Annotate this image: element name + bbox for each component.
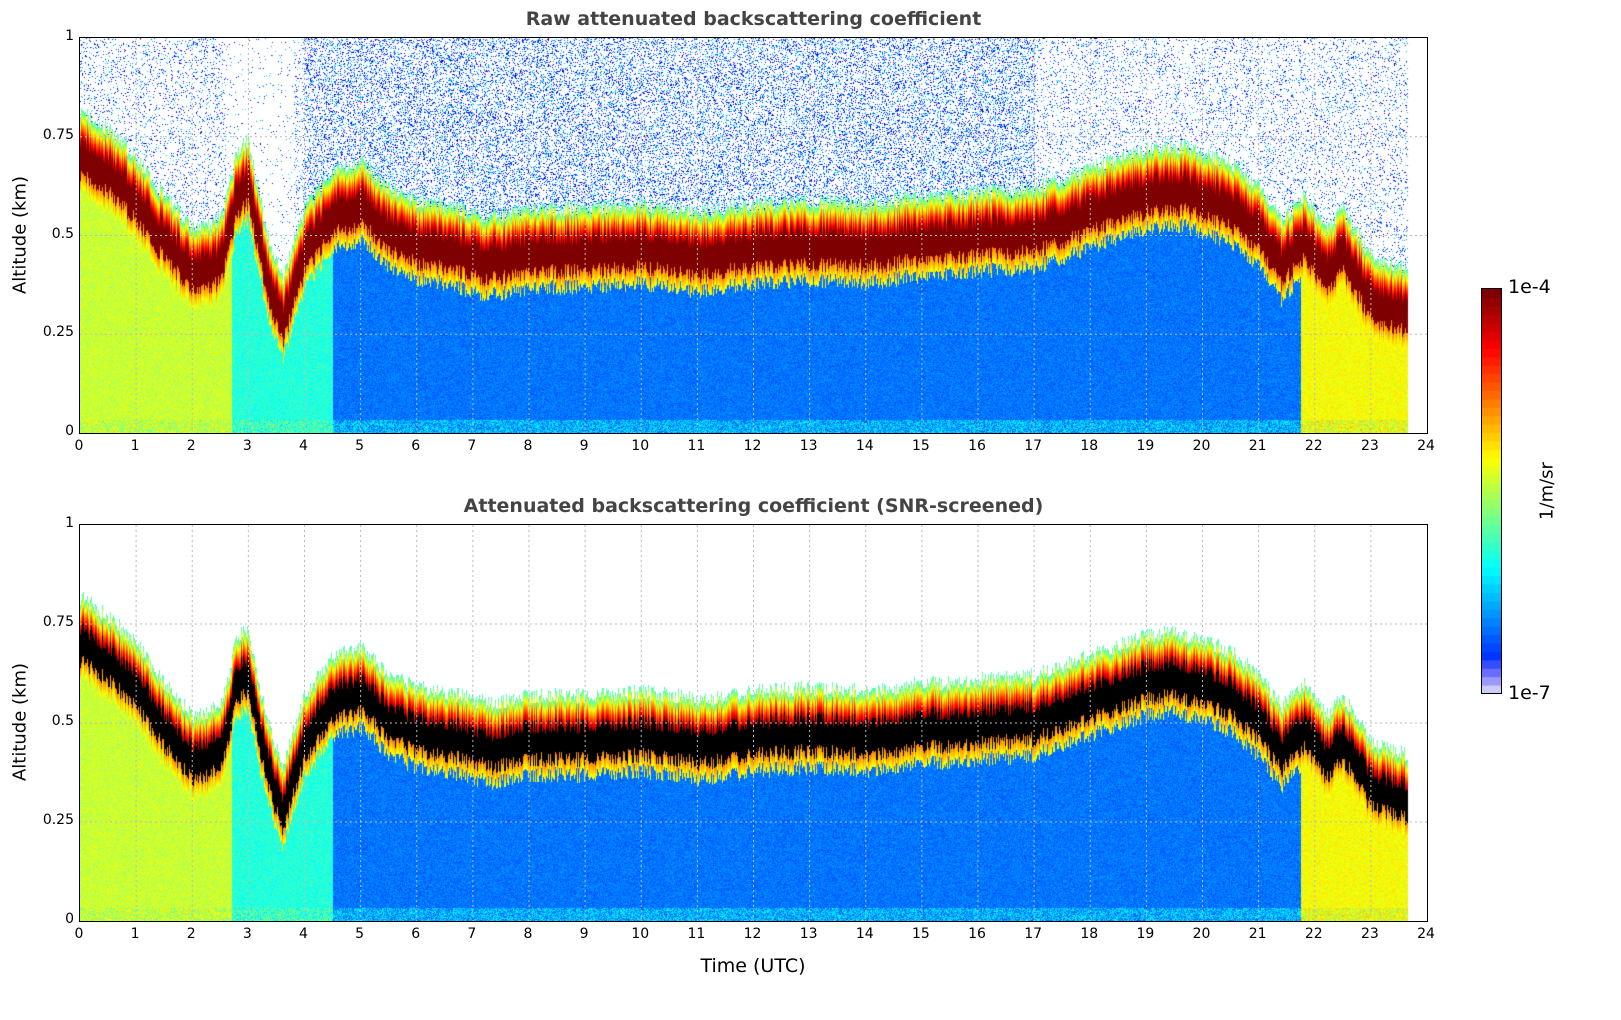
colorbar-max-label: 1e-4 xyxy=(1508,276,1551,298)
y-tick-label: 0.75 xyxy=(42,614,74,630)
x-tick-label: 23 xyxy=(1360,438,1379,454)
y-tick-label: 0 xyxy=(65,423,74,439)
x-tick-label: 13 xyxy=(799,926,818,942)
bottom-y-axis-label: Altitude (km) xyxy=(9,662,31,782)
x-tick-label: 19 xyxy=(1136,438,1155,454)
y-tick-label: 0.5 xyxy=(51,225,74,242)
x-tick-label: 16 xyxy=(968,438,986,454)
x-tick-label: 21 xyxy=(1248,926,1267,942)
x-tick-label: 12 xyxy=(743,438,762,454)
raw-backscatter-plot xyxy=(79,37,1428,434)
x-tick-label: 18 xyxy=(1080,926,1099,942)
x-tick-label: 17 xyxy=(1024,926,1043,942)
x-tick-label: 14 xyxy=(855,438,874,454)
x-tick-label: 17 xyxy=(1024,438,1043,454)
bottom-chart-title: Attenuated backscattering coefficient (S… xyxy=(463,495,1044,517)
y-tick-label: 0.25 xyxy=(42,324,74,341)
x-axis-label: Time (UTC) xyxy=(700,955,806,977)
x-tick-label: 14 xyxy=(855,926,874,942)
x-tick-label: 24 xyxy=(1417,926,1435,942)
x-tick-label: 3 xyxy=(242,438,252,454)
x-tick-label: 4 xyxy=(299,926,308,942)
x-tick-label: 7 xyxy=(467,926,477,942)
x-tick-label: 10 xyxy=(631,438,650,454)
x-tick-label: 6 xyxy=(411,926,421,942)
x-tick-label: 22 xyxy=(1304,438,1323,454)
top-grid xyxy=(80,38,1427,433)
x-tick-label: 10 xyxy=(631,926,650,942)
y-tick-label: 1 xyxy=(65,28,74,44)
x-tick-label: 15 xyxy=(911,438,930,454)
x-tick-label: 20 xyxy=(1192,926,1211,942)
x-tick-label: 22 xyxy=(1304,926,1323,942)
x-tick-label: 8 xyxy=(523,926,533,942)
x-tick-label: 1 xyxy=(130,438,140,454)
x-tick-label: 0 xyxy=(74,438,84,454)
x-tick-label: 8 xyxy=(523,438,533,454)
x-tick-label: 15 xyxy=(911,926,930,942)
screened-backscatter-plot xyxy=(79,524,1428,922)
x-tick-label: 23 xyxy=(1360,926,1379,942)
bottom-grid xyxy=(80,525,1427,921)
x-tick-label: 11 xyxy=(687,438,706,454)
colorbar-unit-label: 1/m/sr xyxy=(1536,462,1558,520)
colorbar-min-label: 1e-7 xyxy=(1508,682,1551,704)
x-tick-label: 0 xyxy=(74,926,84,942)
x-tick-label: 20 xyxy=(1192,438,1211,454)
top-chart-title: Raw attenuated backscattering coefficien… xyxy=(525,8,982,30)
x-tick-label: 5 xyxy=(355,926,365,942)
colorbar xyxy=(1481,288,1502,694)
x-tick-label: 13 xyxy=(799,438,818,454)
x-tick-label: 24 xyxy=(1417,438,1435,454)
y-tick-label: 0.75 xyxy=(42,126,74,143)
y-tick-label: 0 xyxy=(65,911,74,927)
x-tick-label: 16 xyxy=(968,926,986,942)
x-tick-label: 12 xyxy=(743,926,762,942)
y-tick-label: 0.25 xyxy=(42,812,74,828)
x-tick-label: 4 xyxy=(299,438,308,454)
x-tick-label: 3 xyxy=(242,926,252,942)
y-tick-label: 1 xyxy=(65,515,74,531)
x-tick-label: 7 xyxy=(467,438,477,454)
x-tick-label: 18 xyxy=(1080,438,1099,454)
x-tick-label: 2 xyxy=(186,926,196,942)
top-y-axis-label: Altitude (km) xyxy=(9,175,31,295)
x-tick-label: 19 xyxy=(1136,926,1155,942)
x-tick-label: 21 xyxy=(1248,438,1267,454)
x-tick-label: 11 xyxy=(687,926,706,942)
x-tick-label: 2 xyxy=(186,438,196,454)
x-tick-label: 6 xyxy=(411,438,421,454)
y-tick-label: 0.5 xyxy=(51,713,74,729)
x-tick-label: 9 xyxy=(579,926,589,942)
x-tick-label: 9 xyxy=(579,438,589,454)
x-tick-label: 5 xyxy=(355,438,365,454)
x-tick-label: 1 xyxy=(130,926,140,942)
